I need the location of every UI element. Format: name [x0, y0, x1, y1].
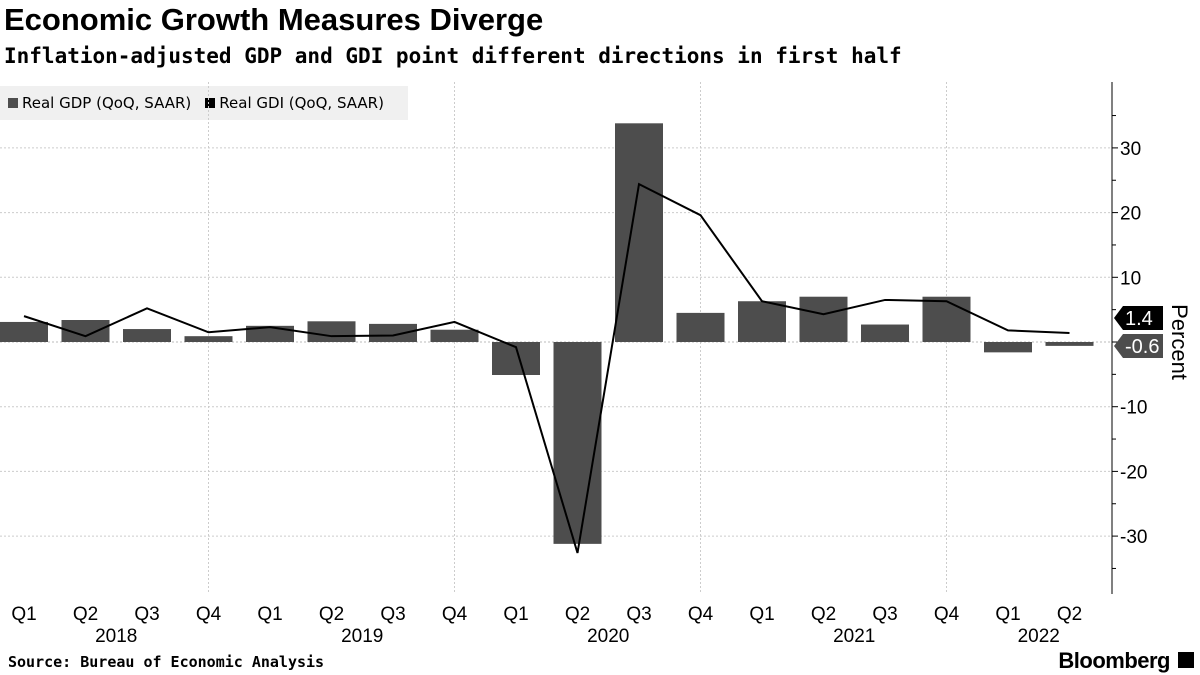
- last-value-gdp-tag: [1114, 334, 1163, 358]
- legend-label-gdi: Real GDI (QoQ, SAAR): [219, 94, 384, 112]
- bar-gdp: [553, 342, 602, 544]
- x-tick-label: Q4: [442, 604, 468, 625]
- last-value-gdi-tag: [1114, 306, 1163, 330]
- chart-title: Economic Growth Measures Diverge: [4, 2, 544, 37]
- bar-gdp: [369, 323, 417, 342]
- x-tick-label: Q1: [11, 604, 36, 625]
- x-tick-label: Q1: [749, 604, 774, 625]
- bar-gdp: [615, 123, 663, 343]
- legend-swatch-gdp: [8, 98, 18, 108]
- y-axis-label: Percent: [1167, 304, 1192, 380]
- bar-gdp: [307, 321, 356, 342]
- x-tick-label: Q1: [257, 604, 282, 625]
- source-note: Source: Bureau of Economic Analysis: [8, 653, 325, 671]
- bar-gdp: [184, 336, 233, 342]
- y-tick-label: -20: [1120, 462, 1147, 483]
- legend-swatch-gdi: [205, 98, 216, 108]
- x-tick-label: Q1: [503, 604, 528, 625]
- x-tick-label: Q3: [872, 604, 897, 625]
- last-value-gdp: -0.6: [1125, 336, 1159, 358]
- bar-gdp: [0, 321, 48, 342]
- bar-gdp: [61, 320, 110, 342]
- x-tick-label: Q2: [811, 604, 836, 625]
- bar-gdp: [799, 296, 848, 342]
- chart-subtitle: Inflation-adjusted GDP and GDI point dif…: [4, 44, 902, 68]
- bar-gdp: [430, 329, 479, 342]
- bar-gdp: [738, 301, 786, 342]
- x-tick-label: Q2: [565, 604, 590, 625]
- x-tick-label: Q3: [626, 604, 651, 625]
- x-tick-label: Q4: [688, 604, 714, 625]
- bar-gdp: [1045, 342, 1094, 346]
- legend-item-gdi: Real GDI (QoQ, SAAR): [205, 94, 384, 112]
- x-tick-label: Q2: [73, 604, 98, 625]
- bar-gdp: [676, 312, 725, 342]
- y-tick-label: -30: [1120, 527, 1147, 548]
- x-year-label: 2018: [95, 626, 137, 647]
- legend-item-gdp: Real GDP (QoQ, SAAR): [8, 94, 191, 112]
- x-year-label: 2021: [833, 626, 875, 647]
- x-year-label: 2022: [1018, 626, 1060, 647]
- y-tick-label: -10: [1120, 398, 1147, 419]
- y-tick-label: 30: [1120, 139, 1141, 160]
- bar-gdp: [861, 324, 909, 342]
- bar-gdp: [123, 329, 171, 342]
- x-tick-label: Q4: [934, 604, 960, 625]
- legend-label-gdp: Real GDP (QoQ, SAAR): [22, 94, 192, 112]
- y-tick-label: 20: [1120, 204, 1141, 225]
- x-tick-label: Q3: [134, 604, 159, 625]
- x-tick-label: Q2: [319, 604, 344, 625]
- y-tick-label: 10: [1120, 268, 1141, 289]
- x-year-label: 2019: [341, 626, 383, 647]
- x-tick-label: Q2: [1057, 604, 1082, 625]
- bar-gdp: [984, 342, 1032, 353]
- line-gdi: [23, 182, 1070, 554]
- last-value-gdi: 1.4: [1125, 308, 1153, 330]
- bloomberg-logo-mark-icon: [1178, 652, 1194, 668]
- x-tick-label: Q3: [380, 604, 405, 625]
- x-tick-label: Q1: [995, 604, 1020, 625]
- legend: Real GDP (QoQ, SAAR) Real GDI (QoQ, SAAR…: [0, 86, 408, 120]
- bloomberg-logo: Bloomberg: [1058, 648, 1170, 673]
- bar-gdp: [922, 296, 971, 342]
- x-year-label: 2020: [587, 626, 629, 647]
- x-tick-label: Q4: [196, 604, 222, 625]
